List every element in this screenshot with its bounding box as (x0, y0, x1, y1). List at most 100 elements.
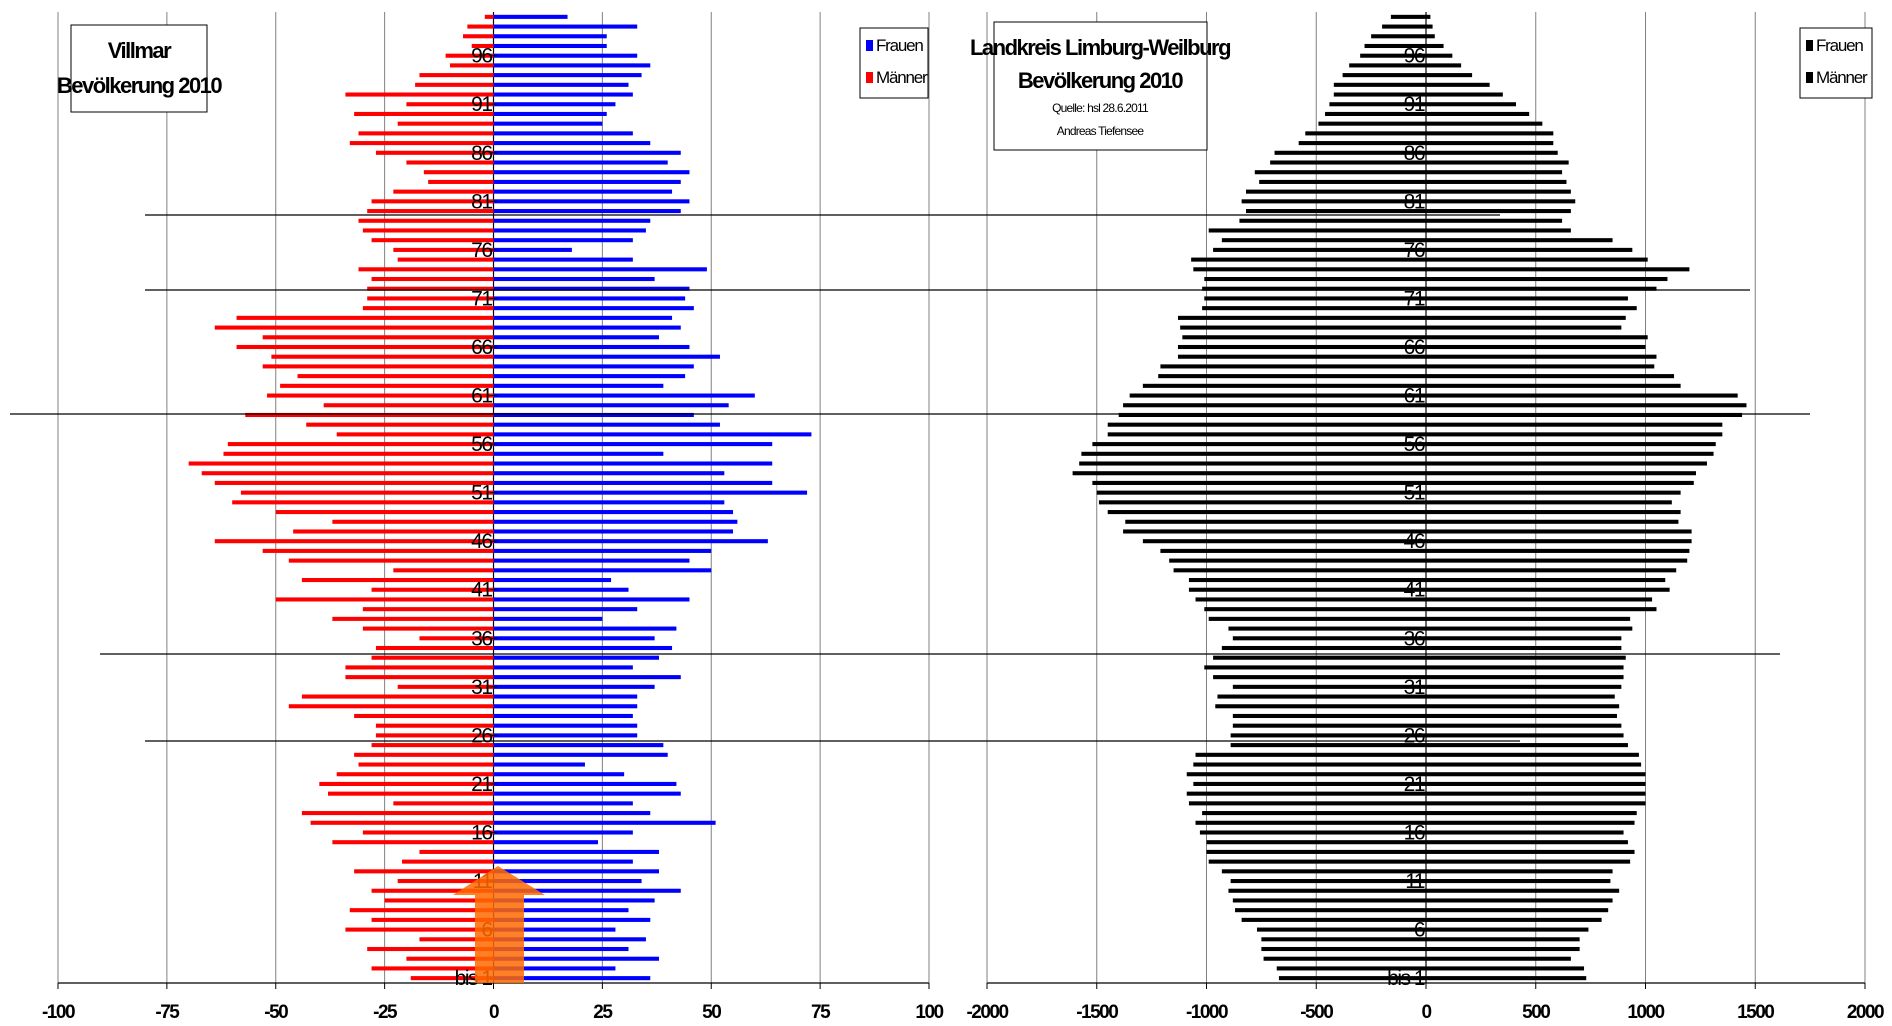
bar-maenner-71 (1204, 296, 1426, 301)
bar-maenner-36 (1232, 636, 1426, 641)
bar-maenner-87 (349, 141, 494, 146)
x-tick-label: -2000 (966, 1002, 1008, 1023)
villmar-title: Villmar (108, 38, 172, 63)
bar-frauen-71 (1426, 296, 1628, 301)
bar-maenner-92 (1333, 92, 1426, 97)
bar-maenner-52 (214, 480, 494, 485)
bar-frauen-9 (493, 898, 655, 903)
bar-frauen-13 (1426, 859, 1631, 864)
bar-maenner-99 (467, 24, 494, 29)
y-tick-label: 81 (471, 190, 492, 213)
bar-frauen-54 (493, 461, 773, 466)
legend-box (1799, 27, 1873, 99)
bar-maenner-25 (1230, 743, 1426, 748)
bar-frauen-6 (493, 927, 616, 932)
bar-frauen-1 (493, 976, 651, 981)
bar-maenner-80 (367, 209, 494, 214)
orange-arrow-shape (453, 866, 545, 983)
bar-maenner-91 (406, 102, 494, 107)
bar-frauen-35 (493, 645, 673, 651)
bar-frauen-80 (1426, 209, 1571, 214)
bar-frauen-91 (493, 102, 616, 107)
y-tick-label: 66 (1404, 336, 1425, 359)
bar-frauen-64 (1426, 364, 1655, 369)
bar-frauen-54 (1426, 461, 1707, 466)
bar-maenner-77 (371, 238, 494, 243)
bar-maenner-20 (1186, 791, 1426, 796)
x-tick-label: 1000 (1627, 1002, 1664, 1023)
bar-frauen-63 (493, 374, 686, 379)
bar-frauen-1 (1426, 976, 1587, 981)
bar-frauen-10 (493, 888, 681, 893)
x-tick-label: -1000 (1186, 1002, 1228, 1023)
y-tick-label: 21 (471, 773, 492, 796)
bar-frauen-24 (1426, 752, 1639, 757)
bar-frauen-4 (1426, 946, 1580, 952)
bar-frauen-22 (493, 772, 625, 777)
bar-frauen-16 (493, 830, 633, 835)
bar-frauen-34 (493, 655, 659, 660)
bar-frauen-18 (1426, 811, 1637, 816)
x-tick-label: 50 (702, 1002, 721, 1023)
bar-frauen-40 (493, 597, 690, 602)
bar-maenner-44 (288, 558, 494, 563)
bar-maenner-88 (1305, 131, 1426, 136)
bar-maenner-37 (1228, 626, 1426, 631)
bar-frauen-69 (493, 315, 673, 320)
bar-frauen-16 (1426, 830, 1624, 835)
bar-maenner-10 (1228, 888, 1426, 893)
bar-frauen-17 (1426, 820, 1635, 825)
bar-frauen-50 (1426, 500, 1672, 505)
bar-frauen-93 (493, 82, 629, 87)
bar-frauen-28 (493, 713, 633, 719)
bar-frauen-75 (493, 257, 633, 262)
bar-frauen-92 (1426, 92, 1503, 97)
bar-frauen-77 (493, 238, 633, 243)
bar-frauen-29 (1426, 704, 1620, 709)
bar-frauen-13 (493, 859, 633, 864)
bar-frauen-68 (493, 325, 681, 330)
bar-frauen-57 (493, 432, 812, 437)
landkreis-subtitle: Bevölkerung 2010 (1018, 68, 1184, 93)
bar-maenner-11 (1230, 879, 1426, 884)
legend-box (859, 27, 929, 99)
bar-maenner-42 (1188, 577, 1426, 583)
bar-frauen-42 (493, 577, 612, 583)
bar-frauen-14 (493, 849, 659, 854)
landkreis-pyramid-chart: -2000 -1500 -1000 -500 0 500 1000 1500 2000 bis 1… (966, 12, 1886, 1023)
bar-maenner-4 (1261, 946, 1426, 952)
bar-maenner-85 (1270, 160, 1426, 165)
bar-frauen-82 (1426, 189, 1571, 194)
bar-maenner-19 (393, 801, 494, 806)
bar-maenner-67 (262, 335, 494, 340)
bar-frauen-42 (1426, 577, 1666, 583)
bar-frauen-11 (493, 879, 642, 884)
bar-maenner-16 (362, 830, 494, 835)
bar-maenner-74 (1193, 267, 1426, 272)
bar-maenner-31 (397, 684, 494, 689)
y-tick-label: 61 (1404, 385, 1425, 408)
bar-maenner-88 (358, 131, 494, 136)
bar-frauen-75 (1426, 257, 1648, 262)
bar-frauen-66 (1426, 344, 1646, 350)
bar-frauen-38 (493, 616, 603, 621)
bar-frauen-77 (1426, 238, 1613, 243)
y-tick-label: 76 (471, 239, 492, 262)
bar-frauen-46 (1426, 539, 1692, 544)
bar-maenner-43 (393, 568, 494, 573)
bar-frauen-36 (1426, 636, 1622, 641)
bar-frauen-64 (493, 364, 694, 369)
y-tick-label: 71 (1404, 287, 1425, 310)
bar-frauen-97 (1426, 43, 1444, 49)
bar-frauen-89 (493, 121, 603, 126)
bar-frauen-71 (493, 296, 686, 301)
bar-maenner-59 (245, 412, 494, 418)
bar-maenner-57 (1107, 432, 1426, 437)
bar-frauen-74 (1426, 267, 1690, 272)
bar-maenner-52 (1092, 480, 1426, 485)
bar-maenner-91 (1329, 102, 1426, 107)
bar-frauen-98 (1426, 34, 1435, 39)
bar-maenner-33 (1204, 665, 1426, 670)
y-tick-label: 16 (1404, 821, 1425, 844)
bar-frauen-58 (1426, 422, 1723, 427)
